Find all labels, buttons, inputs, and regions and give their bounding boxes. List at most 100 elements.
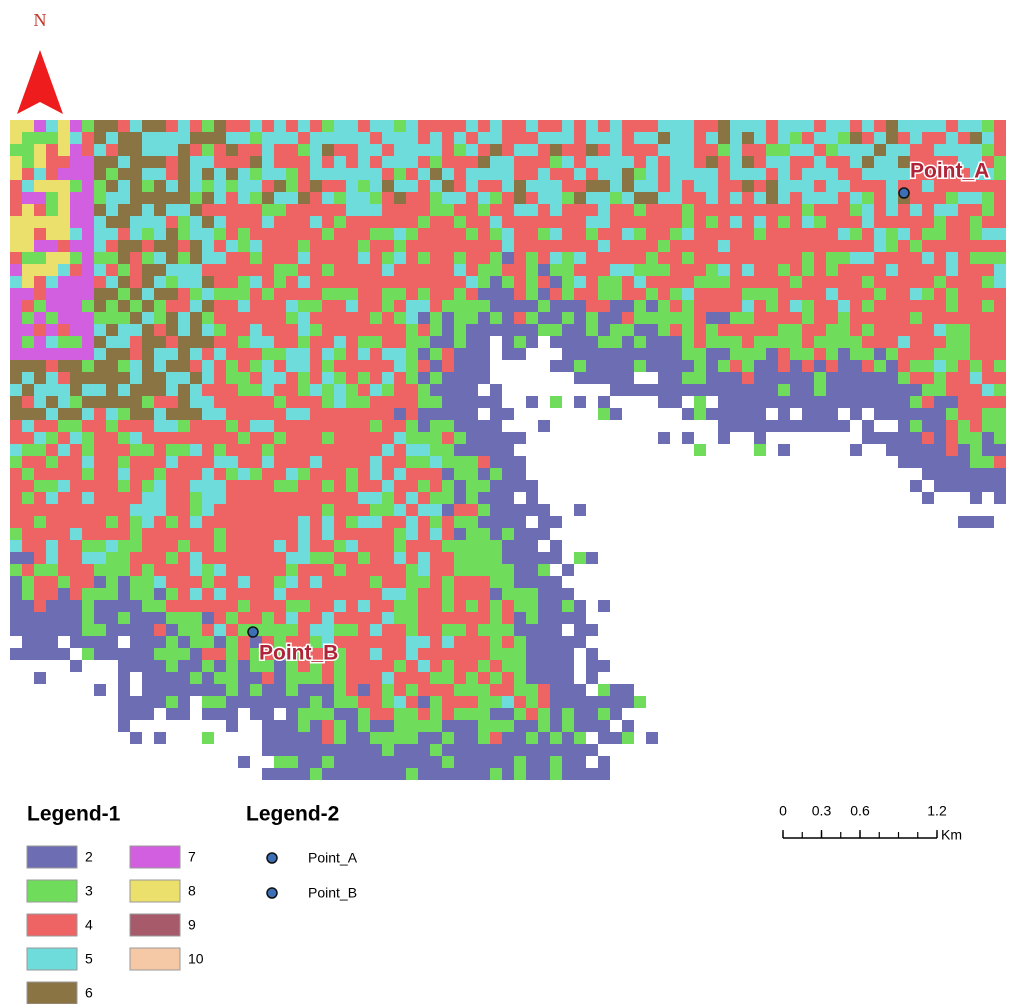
raster-cell [946, 288, 958, 300]
raster-cell [214, 648, 226, 660]
raster-cell [382, 756, 394, 768]
raster-cell [34, 372, 46, 384]
raster-cell [502, 240, 514, 252]
raster-cell [454, 408, 466, 420]
raster-cell [46, 468, 58, 480]
raster-cell [70, 444, 82, 456]
point-a [899, 188, 909, 198]
raster-cell [658, 132, 670, 144]
raster-cell [742, 168, 754, 180]
raster-cell [562, 300, 574, 312]
raster-cell [154, 444, 166, 456]
raster-cell [334, 612, 346, 624]
raster-cell [346, 144, 358, 156]
raster-cell [934, 324, 946, 336]
raster-cell [166, 624, 178, 636]
raster-cell [574, 240, 586, 252]
raster-cell [586, 552, 598, 564]
raster-cell [418, 600, 430, 612]
raster-cell [610, 204, 622, 216]
raster-cell [154, 144, 166, 156]
raster-cell [682, 120, 694, 132]
raster-cell [190, 564, 202, 576]
raster-cell [682, 324, 694, 336]
raster-cell [754, 156, 766, 168]
raster-cell [682, 204, 694, 216]
raster-cell [442, 432, 454, 444]
raster-cell [886, 120, 898, 132]
raster-cell [802, 168, 814, 180]
raster-cell [34, 120, 46, 132]
raster-cell [874, 288, 886, 300]
raster-cell [130, 696, 142, 708]
raster-cell [46, 600, 58, 612]
raster-cell [142, 324, 154, 336]
raster-cell [946, 360, 958, 372]
raster-cell [142, 132, 154, 144]
raster-cell [34, 624, 46, 636]
raster-cell [322, 588, 334, 600]
raster-cell [322, 168, 334, 180]
legend-label: 5 [85, 951, 93, 967]
raster-cell [262, 132, 274, 144]
raster-cell [658, 336, 670, 348]
raster-cell [910, 192, 922, 204]
raster-cell [106, 588, 118, 600]
raster-cell [466, 144, 478, 156]
raster-cell [58, 540, 70, 552]
raster-cell [466, 468, 478, 480]
raster-cell [214, 456, 226, 468]
raster-cell [358, 576, 370, 588]
raster-cell [466, 156, 478, 168]
raster-cell [118, 552, 130, 564]
raster-cell [346, 456, 358, 468]
raster-cell [478, 528, 490, 540]
raster-cell [190, 672, 202, 684]
raster-cell [418, 396, 430, 408]
raster-cell [202, 612, 214, 624]
raster-cell [418, 564, 430, 576]
raster-cell [370, 660, 382, 672]
raster-cell [526, 528, 538, 540]
raster-cell [178, 144, 190, 156]
raster-cell [154, 372, 166, 384]
raster-cell [886, 180, 898, 192]
raster-cell [274, 540, 286, 552]
raster-cell [526, 252, 538, 264]
raster-cell [190, 120, 202, 132]
raster-cell [526, 480, 538, 492]
raster-cell [502, 288, 514, 300]
raster-cell [178, 432, 190, 444]
raster-cell [262, 492, 274, 504]
raster-cell [694, 288, 706, 300]
raster-cell [382, 348, 394, 360]
raster-cell [262, 372, 274, 384]
raster-cell [262, 180, 274, 192]
raster-cell [334, 168, 346, 180]
raster-cell [958, 312, 970, 324]
raster-cell [22, 264, 34, 276]
raster-cell [82, 576, 94, 588]
raster-cell [718, 192, 730, 204]
raster-cell [238, 300, 250, 312]
raster-cell [574, 252, 586, 264]
raster-cell [418, 468, 430, 480]
raster-cell [406, 720, 418, 732]
raster-cell [874, 168, 886, 180]
raster-cell [502, 480, 514, 492]
raster-cell [790, 360, 802, 372]
raster-cell [490, 540, 502, 552]
raster-cell [346, 684, 358, 696]
raster-cell [466, 480, 478, 492]
raster-cell [190, 624, 202, 636]
raster-cell [550, 744, 562, 756]
raster-cell [430, 300, 442, 312]
raster-cell [970, 132, 982, 144]
raster-cell [178, 348, 190, 360]
raster-cell [946, 336, 958, 348]
raster-cell [394, 696, 406, 708]
raster-cell [46, 336, 58, 348]
raster-cell [214, 516, 226, 528]
raster-cell [298, 180, 310, 192]
raster-cell [130, 636, 142, 648]
